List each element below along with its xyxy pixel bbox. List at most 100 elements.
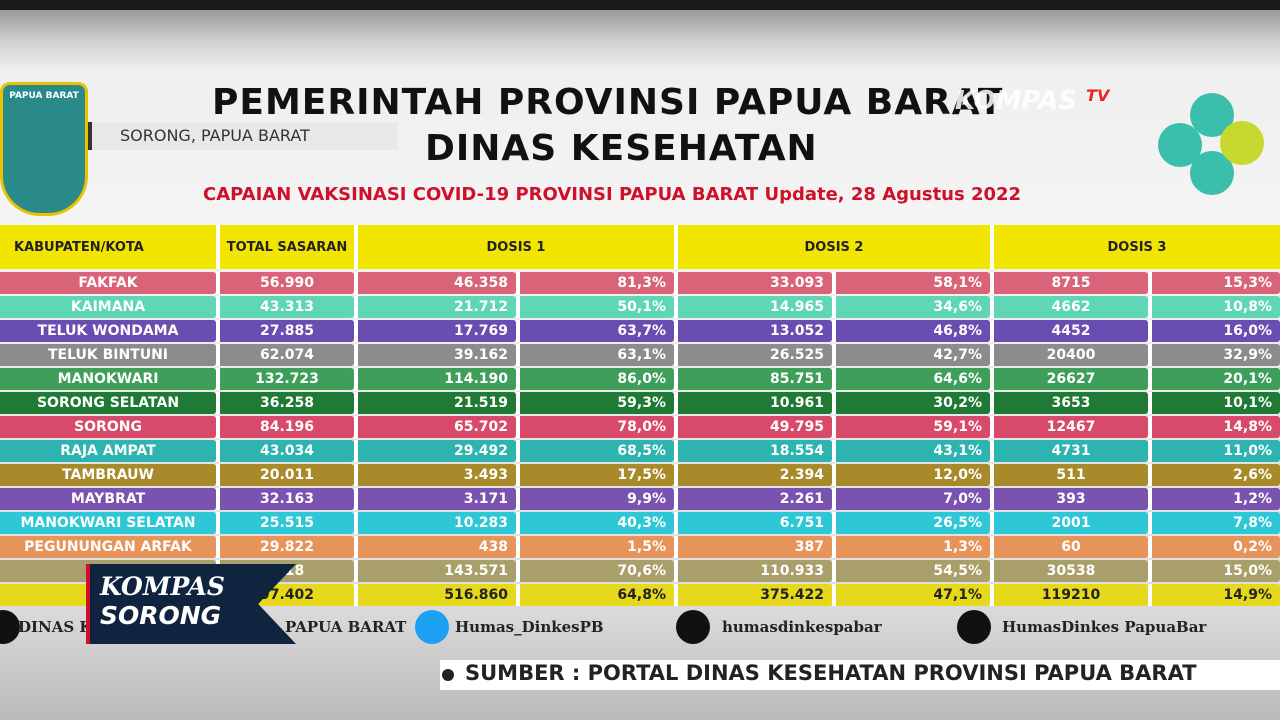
- cell-value: 26.525: [674, 344, 832, 366]
- column-header: DOSIS 2: [674, 225, 990, 269]
- footer-facebook: HumasDinkes PapuaBar: [1002, 618, 1207, 636]
- cell-value: 58,1%: [832, 272, 990, 294]
- cell-value: 78,0%: [516, 416, 674, 438]
- cell-value: 81,3%: [516, 272, 674, 294]
- cell-value: 15,3%: [1148, 272, 1280, 294]
- cell-value: 46,8%: [832, 320, 990, 342]
- source-bar: [440, 660, 1280, 690]
- cell-value: 21.519: [354, 392, 516, 414]
- cell-value: 63,1%: [516, 344, 674, 366]
- cell-value: 132.723: [216, 368, 354, 390]
- cell-value: 68,5%: [516, 440, 674, 462]
- cell-value: 60: [990, 536, 1148, 558]
- cell-value: 13.052: [674, 320, 832, 342]
- cell-value: 3.171: [354, 488, 516, 510]
- footer-dinas: DINAS K: [18, 618, 93, 636]
- cell-value: 8715: [990, 272, 1148, 294]
- row-label: TELUK WONDAMA: [0, 320, 216, 342]
- cell-value: 1,2%: [1148, 488, 1280, 510]
- cell-value: 110.933: [674, 560, 832, 582]
- row-label: MANOKWARI SELATAN: [0, 512, 216, 534]
- cell-value: 59,3%: [516, 392, 674, 414]
- row-label: KAIMANA: [0, 296, 216, 318]
- logo-text: PAPUA BARAT: [9, 91, 79, 101]
- cell-value: 1,3%: [832, 536, 990, 558]
- cell-value: 10,8%: [1148, 296, 1280, 318]
- cell-value: 20400: [990, 344, 1148, 366]
- cell-value: 2,6%: [1148, 464, 1280, 486]
- bullet: [442, 669, 454, 681]
- cell-value: 34,6%: [832, 296, 990, 318]
- cell-value: 12467: [990, 416, 1148, 438]
- overlay-line2: SORONG: [100, 601, 222, 630]
- footer-twitter: Humas_DinkesPB: [455, 618, 604, 636]
- row-label: TELUK BINTUNI: [0, 344, 216, 366]
- row-label: SORONG SELATAN: [0, 392, 216, 414]
- cell-value: 17,5%: [516, 464, 674, 486]
- row-label: FAKFAK: [0, 272, 216, 294]
- cell-value: 12,0%: [832, 464, 990, 486]
- cell-value: 49.795: [674, 416, 832, 438]
- cell-value: 26,5%: [832, 512, 990, 534]
- cell-value: 114.190: [354, 368, 516, 390]
- cell-value: 143.571: [354, 560, 516, 582]
- cell-value: 46.358: [354, 272, 516, 294]
- cell-value: 54,5%: [832, 560, 990, 582]
- column-header: TOTAL SASARAN: [216, 225, 354, 269]
- cell-value: 4452: [990, 320, 1148, 342]
- cell-value: 2.394: [674, 464, 832, 486]
- cell-value: 26627: [990, 368, 1148, 390]
- cell-value: 30,2%: [832, 392, 990, 414]
- cell-value: 10.283: [354, 512, 516, 534]
- cell-value: 20.011: [216, 464, 354, 486]
- cell-value: 14,8%: [1148, 416, 1280, 438]
- cell-value: 14,9%: [1148, 584, 1280, 606]
- cell-value: 14.965: [674, 296, 832, 318]
- cell-value: 511: [990, 464, 1148, 486]
- column-header: KABUPATEN/KOTA: [0, 225, 216, 269]
- cell-value: 70,6%: [516, 560, 674, 582]
- cell-value: 438: [354, 536, 516, 558]
- footer-instagram: humasdinkespabar: [722, 618, 882, 636]
- overlay-line1: KOMPAS: [100, 572, 225, 601]
- cell-value: 29.822: [216, 536, 354, 558]
- cell-value: 62.074: [216, 344, 354, 366]
- cell-value: 29.492: [354, 440, 516, 462]
- row-label: RAJA AMPAT: [0, 440, 216, 462]
- cell-value: 43,1%: [832, 440, 990, 462]
- province-logo: PAPUA BARAT: [0, 82, 88, 216]
- row-label: PEGUNUNGAN ARFAK: [0, 536, 216, 558]
- cell-value: 85.751: [674, 368, 832, 390]
- cell-value: 7,8%: [1148, 512, 1280, 534]
- cell-value: 30538: [990, 560, 1148, 582]
- cell-value: 17.769: [354, 320, 516, 342]
- cell-value: 10.961: [674, 392, 832, 414]
- channel: KOMPAS: [955, 86, 1077, 116]
- cell-value: 25.515: [216, 512, 354, 534]
- channel-suffix: TV: [1086, 86, 1110, 105]
- cell-value: 15,0%: [1148, 560, 1280, 582]
- row-label: MANOKWARI: [0, 368, 216, 390]
- cell-value: 42,7%: [832, 344, 990, 366]
- cell-value: 4731: [990, 440, 1148, 462]
- cell-value: 40,3%: [516, 512, 674, 534]
- cell-value: 6.751: [674, 512, 832, 534]
- cell-value: 393: [990, 488, 1148, 510]
- cell-value: 7,0%: [832, 488, 990, 510]
- cell-value: 27.885: [216, 320, 354, 342]
- cell-value: 3653: [990, 392, 1148, 414]
- cell-value: 375.422: [674, 584, 832, 606]
- row-label: SORONG: [0, 416, 216, 438]
- cell-value: 59,1%: [832, 416, 990, 438]
- cell-value: 18.554: [674, 440, 832, 462]
- cell-value: 1,5%: [516, 536, 674, 558]
- cell-value: 10,1%: [1148, 392, 1280, 414]
- cell-value: 516.860: [354, 584, 516, 606]
- cell-value: 3.493: [354, 464, 516, 486]
- channel-logo: KOMPAS TV: [955, 86, 1109, 116]
- cell-value: 9,9%: [516, 488, 674, 510]
- cell-value: 50,1%: [516, 296, 674, 318]
- cell-value: 43.313: [216, 296, 354, 318]
- cell-value: 36.258: [216, 392, 354, 414]
